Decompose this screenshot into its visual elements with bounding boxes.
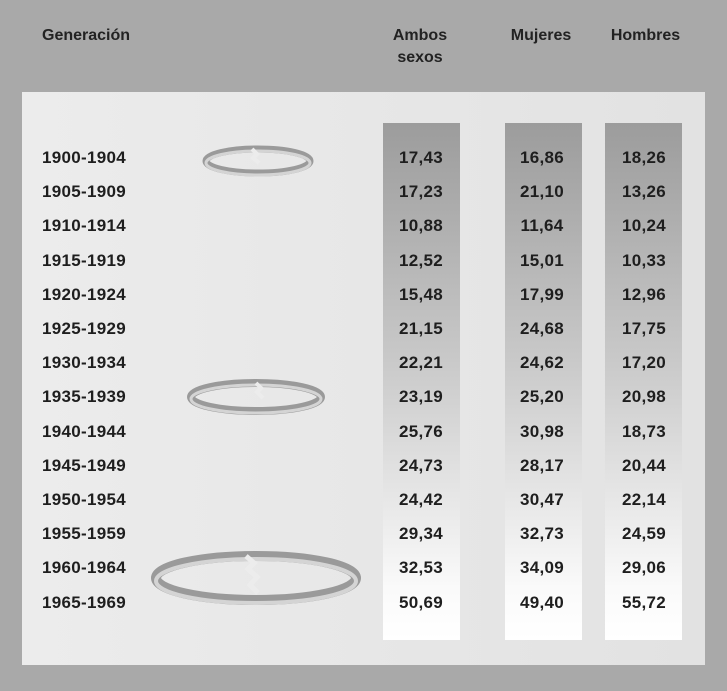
value-cell: 25,76 bbox=[398, 421, 444, 441]
header-cell: Mujeres bbox=[510, 27, 572, 44]
value-cell: 10,88 bbox=[398, 216, 444, 236]
generation-cell: 1940-1944 bbox=[42, 421, 126, 441]
value-cell: 29,34 bbox=[398, 524, 444, 544]
broken-ring bbox=[151, 551, 361, 605]
value-cell: 29,06 bbox=[621, 558, 667, 578]
value-cell: 50,69 bbox=[398, 592, 444, 612]
value-cell: 24,62 bbox=[519, 353, 565, 373]
value-cell: 17,99 bbox=[519, 284, 565, 304]
value-cell: 16,86 bbox=[519, 148, 565, 167]
value-cell: 10,24 bbox=[621, 216, 667, 236]
header-cell: Generación bbox=[42, 27, 131, 44]
column-band bbox=[383, 123, 460, 640]
value-cell: 21,10 bbox=[519, 182, 565, 202]
value-cell: 49,40 bbox=[519, 592, 565, 612]
generation-cell: 1905-1909 bbox=[42, 182, 126, 202]
value-cell: 34,09 bbox=[519, 558, 565, 578]
generation-cell: 1930-1934 bbox=[42, 353, 126, 373]
value-cell: 17,20 bbox=[621, 353, 667, 373]
value-cell: 17,43 bbox=[398, 148, 444, 167]
value-cell: 18,26 bbox=[621, 148, 667, 167]
value-cell: 11,64 bbox=[520, 216, 564, 236]
value-cell: 55,72 bbox=[621, 592, 667, 612]
generation-cell: 1965-1969 bbox=[42, 592, 126, 612]
generation-cell: 1945-1949 bbox=[42, 455, 126, 475]
value-cell: 17,75 bbox=[621, 319, 667, 338]
value-cell: 32,53 bbox=[398, 558, 444, 578]
value-cell: 22,14 bbox=[621, 490, 667, 509]
value-cell: 24,42 bbox=[398, 490, 444, 509]
generation-cell: 1910-1914 bbox=[42, 216, 126, 236]
value-cell: 22,21 bbox=[398, 353, 444, 373]
generation-cell: 1935-1939 bbox=[42, 387, 126, 407]
value-cell: 15,48 bbox=[398, 284, 444, 304]
broken-ring bbox=[187, 379, 325, 415]
header-cell: Hombres bbox=[610, 27, 681, 44]
value-cell: 24,73 bbox=[398, 455, 444, 475]
value-cell: 12,52 bbox=[398, 250, 444, 270]
header-cell: Ambos sexos bbox=[392, 27, 448, 66]
value-cell: 32,73 bbox=[519, 524, 565, 544]
value-cell: 25,20 bbox=[519, 387, 565, 407]
generation-cell: 1900-1904 bbox=[42, 148, 126, 167]
generation-cell: 1950-1954 bbox=[42, 490, 126, 509]
value-cell: 12,96 bbox=[621, 284, 667, 304]
value-cell: 20,44 bbox=[621, 455, 667, 475]
value-cell: 17,23 bbox=[398, 182, 444, 202]
generation-cell: 1915-1919 bbox=[42, 250, 126, 270]
value-cell: 21,15 bbox=[398, 319, 444, 338]
value-cell: 24,59 bbox=[621, 524, 667, 544]
broken-ring bbox=[202, 145, 314, 177]
value-cell: 20,98 bbox=[621, 387, 667, 407]
column-band bbox=[505, 123, 582, 640]
value-cell: 18,73 bbox=[621, 421, 667, 441]
value-cell: 15,01 bbox=[519, 250, 565, 270]
value-cell: 23,19 bbox=[398, 387, 444, 407]
value-cell: 28,17 bbox=[519, 455, 565, 475]
value-cell: 13,26 bbox=[621, 182, 667, 202]
column-band bbox=[605, 123, 682, 640]
value-cell: 24,68 bbox=[519, 319, 565, 338]
value-cell: 10,33 bbox=[621, 250, 667, 270]
value-cell: 30,98 bbox=[519, 421, 565, 441]
generation-cell: 1920-1924 bbox=[42, 284, 126, 304]
generation-cell: 1925-1929 bbox=[42, 319, 126, 338]
generation-cell: 1960-1964 bbox=[42, 558, 126, 578]
panel bbox=[22, 92, 705, 665]
generation-cell: 1955-1959 bbox=[42, 524, 126, 544]
value-cell: 30,47 bbox=[519, 490, 565, 509]
